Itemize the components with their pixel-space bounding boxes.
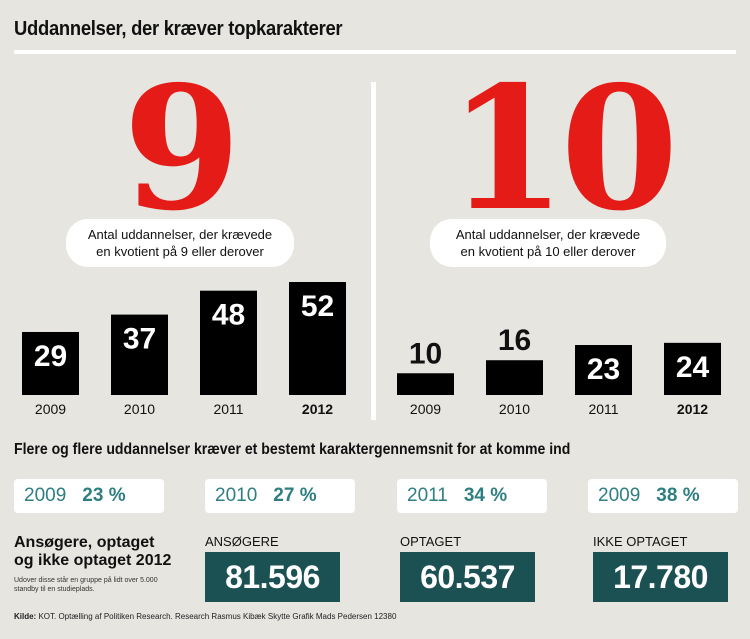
- category-label: 2011: [213, 401, 243, 417]
- category-label: 2011: [588, 401, 618, 417]
- category-label: 2012: [302, 401, 333, 417]
- stat-year: 2011: [407, 485, 448, 506]
- box-label-admitted: OPTAGET: [400, 534, 462, 549]
- bar-value-label: 23: [587, 353, 620, 386]
- subtitle-pill-10: Antal uddannelser, der krævede en kvotie…: [430, 219, 666, 267]
- percent-heading: Flere og flere uddannelser kræver et bes…: [14, 441, 571, 458]
- big-number-9: 9: [122, 49, 242, 249]
- big-number-10: 10: [448, 49, 679, 249]
- category-label: 2010: [499, 401, 530, 417]
- stat-year: 2009: [598, 485, 641, 506]
- stat-percent: 38 %: [656, 485, 700, 506]
- stat-percent: 34 %: [463, 485, 508, 506]
- percent-stat: 2010 27 %: [205, 479, 355, 513]
- bar-value-label: 24: [676, 351, 710, 384]
- stat-percent: 23 %: [82, 485, 126, 506]
- source-line: Kilde: KOT. Optælling af Politiken Resea…: [14, 612, 396, 621]
- bar-value-label: 16: [498, 324, 531, 357]
- box-label-applicants: ANSØGERE: [205, 534, 279, 549]
- title-rule: [14, 50, 736, 54]
- subtitle-line-1: Antal uddannelser, der krævede: [87, 227, 273, 242]
- bar-2009: [22, 331, 79, 395]
- category-label: 2010: [124, 401, 155, 417]
- box-applicants: 81.596: [205, 552, 340, 602]
- box-not-admitted: 17.780: [593, 552, 728, 602]
- bar-2012: [289, 282, 346, 395]
- percent-stat: 2011 34 %: [397, 479, 547, 513]
- stat-percent: 27 %: [273, 485, 317, 506]
- box-admitted: 60.537: [400, 552, 535, 602]
- bar-2010: [111, 314, 168, 395]
- bar-value-label: 37: [123, 323, 156, 356]
- box-label-not-admitted: IKKE OPTAGET: [593, 534, 688, 549]
- bar-value-label: 10: [409, 337, 442, 370]
- bar-2011: [575, 345, 632, 395]
- category-label: 2012: [677, 401, 708, 417]
- bar-2009: [397, 373, 454, 395]
- applicants-note: Udover disse står en gruppe på lidt over…: [14, 577, 158, 593]
- percent-stat: 2009 38 %: [588, 479, 738, 513]
- category-label: 2009: [410, 401, 441, 417]
- category-label: 2009: [35, 401, 66, 417]
- source-label: Kilde:: [14, 612, 37, 621]
- stat-year: 2010: [215, 485, 258, 506]
- bar-2012: [664, 342, 721, 395]
- applicants-title-line-1: Ansøgere, optaget: [14, 534, 155, 551]
- bar-value-label: 52: [301, 290, 334, 323]
- panel-divider: [371, 82, 376, 420]
- bar-2011: [200, 290, 257, 395]
- bar-2010: [486, 360, 543, 395]
- applicants-title-line-2: og ikke optaget 2012: [14, 552, 172, 569]
- subtitle-pill-9: Antal uddannelser, der krævede en kvotie…: [66, 219, 294, 267]
- subtitle-line-1: Antal uddannelser, der krævede: [455, 227, 641, 242]
- applicants-title: Ansøgere, optaget og ikke optaget 2012: [14, 534, 204, 570]
- subtitle-line-2: en kvotient på 9 eller derover: [96, 244, 264, 259]
- bar-value-label: 48: [212, 299, 245, 332]
- bar-charts: 29 2009 37 2010 48 2011 52 2012 10 2009 16 2010 23 20…: [22, 282, 721, 417]
- page-title: Uddannelser, der kræver topkarakterer: [14, 18, 343, 40]
- stat-year: 2009: [24, 485, 67, 506]
- subtitle-line-2: en kvotient på 10 eller derover: [460, 244, 636, 259]
- bar-value-label: 29: [34, 340, 67, 373]
- source-text: KOT. Optælling af Politiken Research. Re…: [36, 612, 397, 621]
- percent-stat: 2009 23 %: [14, 479, 164, 513]
